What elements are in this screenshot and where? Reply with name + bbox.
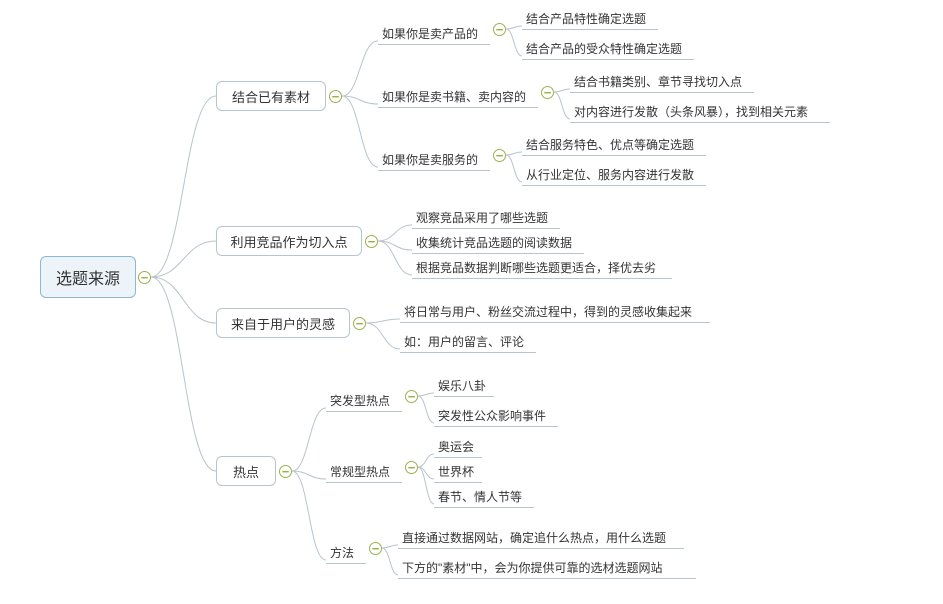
leaf-3-1-0: 奥运会 — [434, 438, 482, 458]
branch-toggle-3[interactable]: − — [279, 465, 292, 478]
leaf-3-2-1: 下方的"素材"中，会为你提供可靠的选材选题网站 — [398, 559, 696, 579]
child-node-3-1: 常规型热点 — [326, 463, 402, 483]
leaf-0-2-0: 结合服务特色、优点等确定选题 — [522, 136, 706, 156]
leaf-3-1-2: 春节、情人节等 — [434, 488, 534, 508]
child-node-3-2: 方法 — [326, 544, 366, 564]
leaf-0-0-1: 结合产品的受众特性确定选题 — [522, 40, 694, 60]
branch-node-1: 利用竞品作为切入点 — [216, 226, 362, 256]
leaf-3-0-1: 突发性公众影响事件 — [434, 407, 558, 427]
leaf-0-2-1: 从行业定位、服务内容进行发散 — [522, 166, 706, 186]
leaf-1-1: 收集统计竞品选题的阅读数据 — [412, 234, 584, 254]
child-toggle-0-2[interactable]: − — [493, 149, 506, 162]
leaf-0-1-0: 结合书籍类别、章节寻找切入点 — [570, 73, 754, 93]
branch-toggle-1[interactable]: − — [365, 235, 378, 248]
branch-node-2: 来自于用户的灵感 — [216, 308, 350, 338]
branch-node-0: 结合已有素材 — [216, 81, 326, 111]
branch-toggle-2[interactable]: − — [353, 317, 366, 330]
leaf-0-1-1: 对内容进行发散（头条风暴），找到相关元素 — [570, 103, 830, 123]
root-node: 选题来源 — [40, 256, 136, 298]
leaf-3-0-0: 娱乐八卦 — [434, 377, 494, 397]
leaf-1-0: 观察竞品采用了哪些选题 — [412, 209, 560, 229]
child-node-0-2: 如果你是卖服务的 — [378, 151, 490, 171]
child-toggle-3-0[interactable]: − — [405, 390, 418, 403]
child-node-0-1: 如果你是卖书籍、卖内容的 — [378, 88, 538, 108]
child-node-0-0: 如果你是卖产品的 — [378, 25, 490, 45]
leaf-3-2-0: 直接通过数据网站，确定追什么热点，用什么选题 — [398, 529, 684, 549]
child-toggle-0-1[interactable]: − — [541, 86, 554, 99]
branch-node-3: 热点 — [216, 456, 276, 486]
child-toggle-3-1[interactable]: − — [405, 461, 418, 474]
child-node-3-0: 突发型热点 — [326, 392, 402, 412]
leaf-3-1-1: 世界杯 — [434, 463, 482, 483]
branch-toggle-0[interactable]: − — [329, 90, 342, 103]
leaf-0-0-0: 结合产品特性确定选题 — [522, 10, 658, 30]
leaf-1-2: 根据竞品数据判断哪些选题更适合，择优去劣 — [412, 259, 672, 279]
child-toggle-0-0[interactable]: − — [493, 23, 506, 36]
leaf-2-1: 如：用户的留言、评论 — [400, 333, 536, 353]
child-toggle-3-2[interactable]: − — [369, 542, 382, 555]
root-toggle[interactable]: − — [138, 271, 151, 284]
leaf-2-0: 将日常与用户、粉丝交流过程中，得到的灵感收集起来 — [400, 303, 710, 323]
